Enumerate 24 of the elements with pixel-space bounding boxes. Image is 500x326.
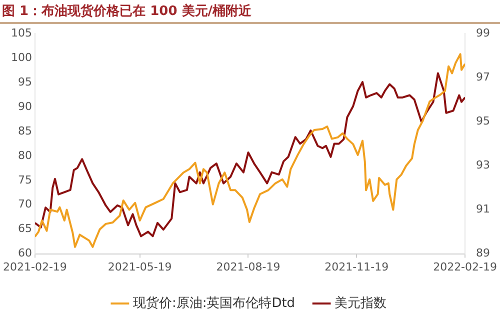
y-tick-label: 85 bbox=[18, 124, 32, 138]
y2-tick-label: 89 bbox=[476, 246, 490, 260]
x-tick-label: 2021-11-19 bbox=[324, 260, 389, 274]
y-tick-label: 80 bbox=[18, 148, 32, 162]
x-tick-label: 2022-02-19 bbox=[433, 260, 498, 274]
legend-label: 现货价:原油:英国布伦特Dtd bbox=[132, 296, 296, 311]
y2-tick-label: 97 bbox=[476, 70, 490, 84]
legend-label: 美元指数 bbox=[334, 294, 387, 311]
y-tick-label: 65 bbox=[18, 222, 32, 236]
x-tick-label: 2021-05-19 bbox=[108, 260, 172, 274]
y-tick-label: 105 bbox=[10, 26, 32, 40]
y2-tick-label: 93 bbox=[476, 158, 490, 172]
chart-title: 图 1：布油现货价格已在 100 美元/桶附近 bbox=[0, 0, 500, 24]
y-tick-label: 75 bbox=[18, 173, 32, 186]
y-tick-label: 100 bbox=[10, 50, 32, 64]
x-tick-label: 2021-02-19 bbox=[2, 260, 67, 274]
y-tick-label: 95 bbox=[18, 75, 32, 88]
y2-tick-label: 91 bbox=[476, 202, 490, 216]
y-tick-label: 60 bbox=[18, 246, 32, 260]
y-tick-label: 70 bbox=[18, 198, 32, 211]
y2-tick-label: 99 bbox=[476, 26, 490, 40]
y-tick-label: 90 bbox=[18, 100, 32, 113]
y2-tick-label: 95 bbox=[476, 114, 490, 128]
x-tick-label: 2021-08-19 bbox=[216, 260, 280, 274]
